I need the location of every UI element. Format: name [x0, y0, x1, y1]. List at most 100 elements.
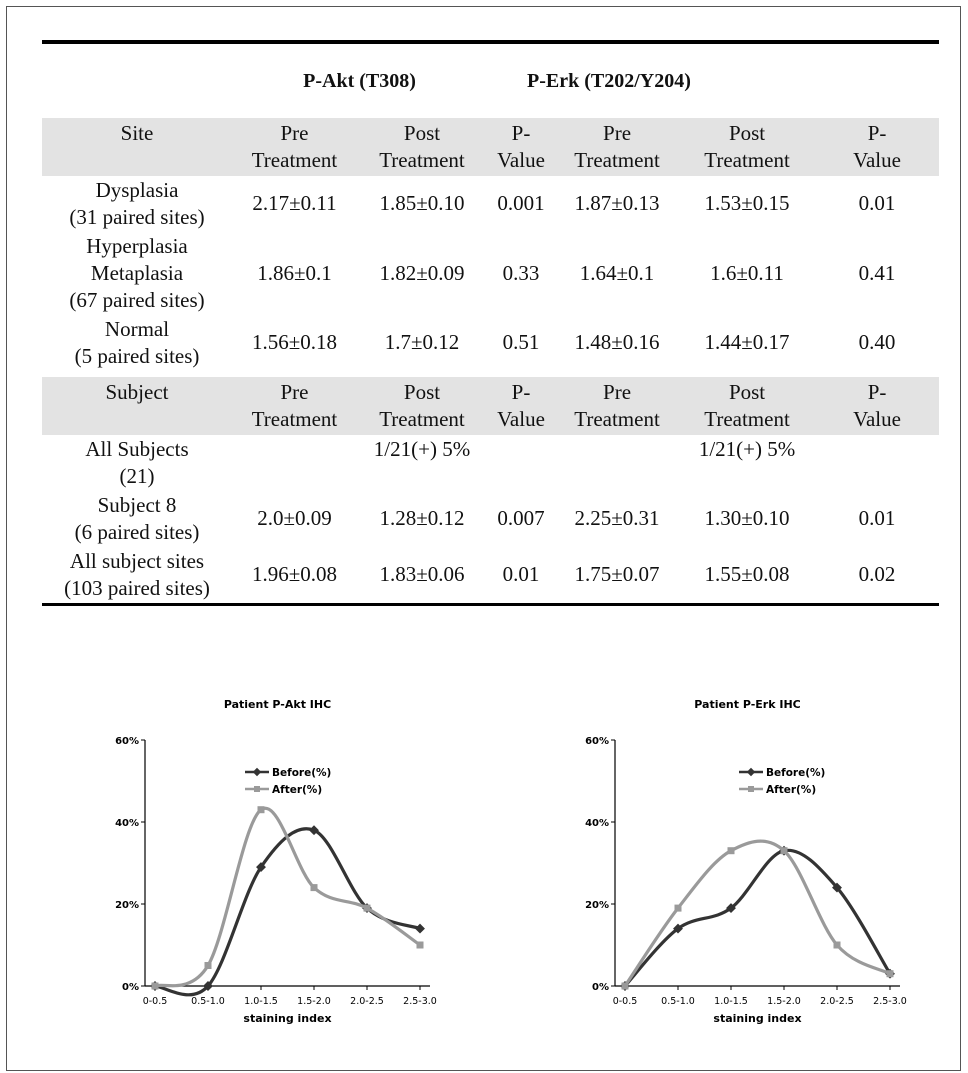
- cell-akt-p: 0.51: [502, 330, 540, 354]
- legend-entry: Before(%): [766, 767, 825, 779]
- y-tick-label: 0%: [592, 982, 609, 993]
- data-point-after: [204, 962, 212, 969]
- column-header: Post Treatment: [357, 377, 488, 435]
- row-label: Subject 8 (6 paired sites): [42, 491, 232, 547]
- cell-akt-post: 1.83±0.06: [379, 562, 465, 586]
- column-header: P- Value: [487, 377, 556, 435]
- row-label-line: (5 paired sites): [74, 344, 200, 368]
- y-tick-label: 60%: [115, 736, 139, 747]
- site-header-row: Site Pre Treatment Post Treatment P- Value P…: [42, 118, 940, 176]
- cell-erk-pre: 1.48±0.16: [574, 330, 660, 354]
- series-line-after: [623, 839, 891, 987]
- data-point-before: [726, 903, 736, 914]
- column-header: Pre Treatment: [555, 377, 680, 435]
- column-header: Post Treatment: [679, 377, 816, 435]
- row-label: All Subjects (21): [42, 435, 232, 491]
- cell-akt-p: 0.007: [497, 506, 545, 530]
- series-line-before: [154, 827, 421, 997]
- cell-erk-p: 0.02: [858, 562, 896, 586]
- cell-akt-pre: 2.0±0.09: [257, 506, 332, 530]
- cell-erk-pre: 2.25±0.31: [574, 506, 660, 530]
- table-row: All Subjects (21) 1/21(+) 5% 1/21(+) 5%: [42, 435, 939, 491]
- cell-akt-p: 0.33: [502, 261, 540, 285]
- legend-marker: [254, 786, 260, 792]
- row-label-line: Normal: [104, 317, 170, 341]
- column-header: P- Value: [815, 377, 940, 435]
- data-point-after: [833, 941, 841, 949]
- column-header: Post Treatment: [679, 118, 816, 176]
- chart-title: Patient P-Erk IHC: [694, 698, 801, 711]
- column-header: P- Value: [815, 118, 940, 176]
- cell-akt-pre: 1.86±0.1: [257, 261, 332, 285]
- data-table: P-Akt (T308) P-Erk (T202/Y204) Site Pre T…: [42, 44, 940, 603]
- table-top-rule: [42, 40, 939, 44]
- cell-akt-p: [487, 435, 555, 491]
- chart-title: Patient P-Akt IHC: [224, 698, 331, 711]
- x-tick-label: 1.0-1.5: [244, 996, 278, 1007]
- legend-entry: Before(%): [272, 767, 331, 779]
- data-point-after: [780, 847, 788, 855]
- group-header-row: P-Akt (T308) P-Erk (T202/Y204): [42, 44, 939, 118]
- data-point-after: [363, 904, 371, 912]
- data-point-before: [203, 981, 213, 991]
- cell-erk-p: [815, 435, 939, 491]
- row-label-line: Dysplasia: [95, 178, 179, 202]
- row-label: Dysplasia (31 paired sites): [42, 176, 232, 232]
- data-point-after: [727, 847, 735, 855]
- results-table: P-Akt (T308) P-Erk (T202/Y204) Site Pre T…: [42, 40, 940, 606]
- y-tick-label: 40%: [585, 818, 609, 829]
- data-point-after: [886, 970, 894, 978]
- row-label-line: (103 paired sites): [64, 576, 210, 600]
- table-row: Hyperplasia Metaplasia (67 paired sites) 1.…: [42, 232, 939, 315]
- subject-header-row: Subject Pre Treatment Post Treatment P- Val…: [42, 377, 940, 435]
- x-tick-label: 0-0.5: [143, 996, 168, 1007]
- cell-erk-post: 1.30±0.10: [704, 506, 790, 530]
- series-line-after: [154, 806, 421, 988]
- cell-akt-post: 1.28±0.12: [379, 506, 465, 530]
- cell-erk-post: 1.6±0.11: [710, 261, 784, 285]
- legend-marker: [746, 767, 756, 777]
- cell-erk-p: 0.01: [858, 506, 896, 530]
- cell-akt-post: 1.82±0.09: [379, 261, 465, 285]
- data-point-after: [151, 982, 159, 990]
- cell-akt-p: 0.01: [502, 562, 540, 586]
- cell-erk-p: 0.40: [858, 330, 896, 354]
- group-header-akt: P-Akt (T308): [303, 69, 416, 92]
- x-tick-label: 0.5-1.0: [661, 996, 695, 1007]
- p-erk-chart: Patient P-Erk IHC 0% 20% 40% 60% 0-0.5 0.5-1.0…: [585, 698, 907, 1025]
- data-point-before: [415, 923, 425, 934]
- figure-frame: [6, 6, 961, 1071]
- table-row: Normal (5 paired sites) 1.56±0.18 1.7±0.12 0…: [42, 315, 939, 371]
- cell-erk-post: 1.55±0.08: [704, 562, 790, 586]
- x-tick-label: 1.5-2.0: [767, 996, 801, 1007]
- data-point-after: [621, 982, 629, 990]
- cell-akt-pre: 1.56±0.18: [251, 330, 338, 354]
- data-point-after: [674, 904, 682, 912]
- row-label-line: All Subjects: [85, 437, 189, 461]
- cell-erk-pre: 1.75±0.07: [574, 562, 660, 586]
- legend-entry: After(%): [766, 784, 816, 796]
- y-tick-label: 20%: [115, 900, 139, 911]
- y-tick-label: 0%: [122, 982, 139, 993]
- row-label-line: (6 paired sites): [74, 520, 200, 544]
- cell-erk-p: 0.01: [858, 191, 896, 215]
- series-line-before: [623, 848, 892, 988]
- table-row: Subject 8 (6 paired sites) 2.0±0.09 1.28±0.…: [42, 491, 939, 547]
- table-row: All subject sites (103 paired sites) 1.96±…: [42, 547, 939, 603]
- cell-akt-post: 1/21(+) 5%: [373, 437, 471, 461]
- p-akt-chart: Patient P-Akt IHC 0% 20% 40% 60% 0-0.5 0.5-1.0…: [115, 698, 437, 1025]
- data-point-after: [257, 806, 265, 814]
- column-header: Post Treatment: [357, 118, 488, 176]
- data-point-before: [673, 923, 683, 934]
- column-header: Pre Treatment: [232, 118, 357, 176]
- column-header: Site: [42, 118, 232, 176]
- x-axis-label: staining index: [243, 1012, 331, 1025]
- cell-akt-pre: 2.17±0.11: [252, 191, 337, 215]
- row-label-line: (31 paired sites): [69, 205, 205, 229]
- table-row: Dysplasia (31 paired sites) 2.17±0.11 1.85±…: [42, 176, 939, 232]
- cell-akt-p: 0.001: [497, 191, 545, 215]
- column-header: Subject: [42, 377, 232, 435]
- row-label: All subject sites (103 paired sites): [42, 547, 232, 603]
- column-header: P- Value: [487, 118, 556, 176]
- row-label: Normal (5 paired sites): [42, 315, 232, 371]
